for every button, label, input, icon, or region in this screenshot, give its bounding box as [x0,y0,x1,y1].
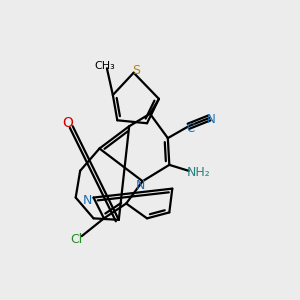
Text: O: O [62,116,74,130]
Text: C: C [186,122,194,134]
Text: N: N [136,179,146,193]
Text: NH₂: NH₂ [187,166,211,179]
Text: CH₃: CH₃ [95,61,116,71]
Text: N: N [207,113,216,126]
Text: Cl: Cl [70,233,82,246]
Text: N: N [83,194,92,207]
Text: S: S [132,64,140,77]
